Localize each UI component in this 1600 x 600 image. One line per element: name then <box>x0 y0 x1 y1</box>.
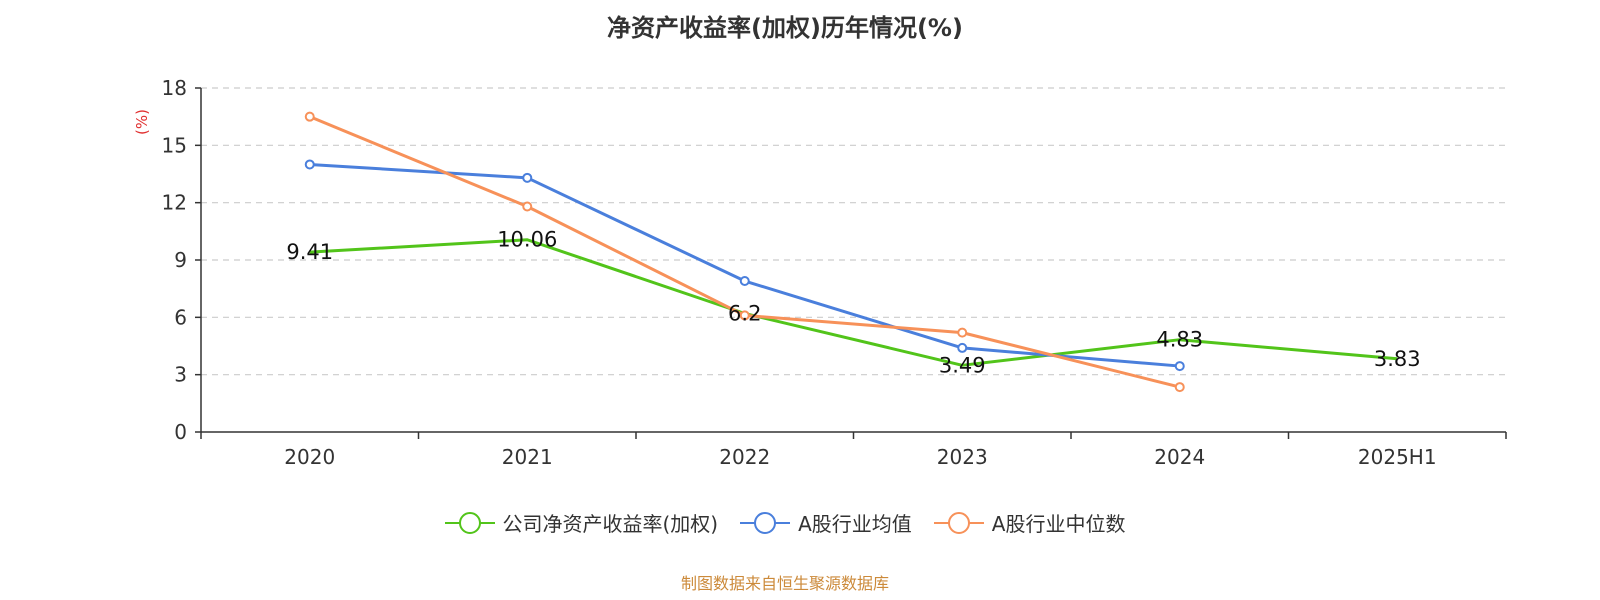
data-label: 9.41 <box>286 240 333 264</box>
y-tick-label: 0 <box>174 420 187 444</box>
legend: 公司净资产收益率(加权) A股行业均值 A股行业中位数 <box>0 508 1570 537</box>
legend-label: A股行业中位数 <box>991 512 1126 536</box>
series-line-2 <box>309 115 1181 389</box>
x-tick-label: 2021 <box>502 445 553 469</box>
legend-label: A股行业均值 <box>798 512 912 536</box>
y-axis-label: (%) <box>133 109 151 135</box>
series-line-1 <box>309 162 1180 368</box>
axes: 0 3 6 9 12 15 18 2020 2021 2022 2023 2024 2025H1 (%) <box>133 76 1507 469</box>
data-label: 3.83 <box>1374 347 1421 371</box>
data-label: 3.49 <box>939 353 986 377</box>
series-point-2 <box>1174 382 1185 393</box>
series-line-0 <box>309 238 1398 367</box>
x-tick-label: 2024 <box>1154 445 1205 469</box>
legend-item-1[interactable]: A股行业均值 <box>740 508 912 537</box>
y-tick-label: 15 <box>162 133 187 157</box>
y-tick-label: 6 <box>174 305 187 329</box>
legend-item-2[interactable]: A股行业中位数 <box>933 508 1126 537</box>
x-tick-label: 2025H1 <box>1358 445 1437 469</box>
y-tick-label: 18 <box>162 76 187 100</box>
chart-title: 净资产收益率(加权)历年情况(%) <box>607 14 963 42</box>
series-point-2 <box>739 310 750 321</box>
y-tick-label: 12 <box>162 191 187 215</box>
series-point-2 <box>304 111 315 122</box>
legend-swatch-icon <box>740 511 791 534</box>
series-lines <box>304 111 1398 393</box>
series-point-1 <box>957 342 968 353</box>
legend-swatch-icon <box>933 511 984 534</box>
source-note: 制图数据来自恒生聚源数据库 <box>680 574 889 593</box>
y-tick-label: 9 <box>174 248 187 272</box>
data-labels: 9.41 10.06 6.2 3.49 4.83 3.83 <box>286 228 1420 378</box>
data-label: 6.2 <box>728 302 761 326</box>
x-tick-label: 2023 <box>937 445 988 469</box>
x-tick-label: 2020 <box>284 445 335 469</box>
gridlines <box>201 87 1506 376</box>
x-tick-label: 2022 <box>719 445 770 469</box>
series-point-1 <box>304 159 315 170</box>
series-point-1 <box>1174 361 1185 372</box>
series-point-1 <box>522 172 533 183</box>
data-label: 4.83 <box>1156 328 1203 352</box>
legend-label: 公司净资产收益率(加权) <box>502 512 719 536</box>
legend-item-0[interactable]: 公司净资产收益率(加权) <box>444 508 719 537</box>
series-point-2 <box>522 201 533 212</box>
series-point-2 <box>957 327 968 338</box>
data-label: 10.06 <box>497 228 557 252</box>
legend-swatch-icon <box>444 511 495 534</box>
series-point-1 <box>739 276 750 287</box>
y-tick-label: 3 <box>174 363 187 387</box>
